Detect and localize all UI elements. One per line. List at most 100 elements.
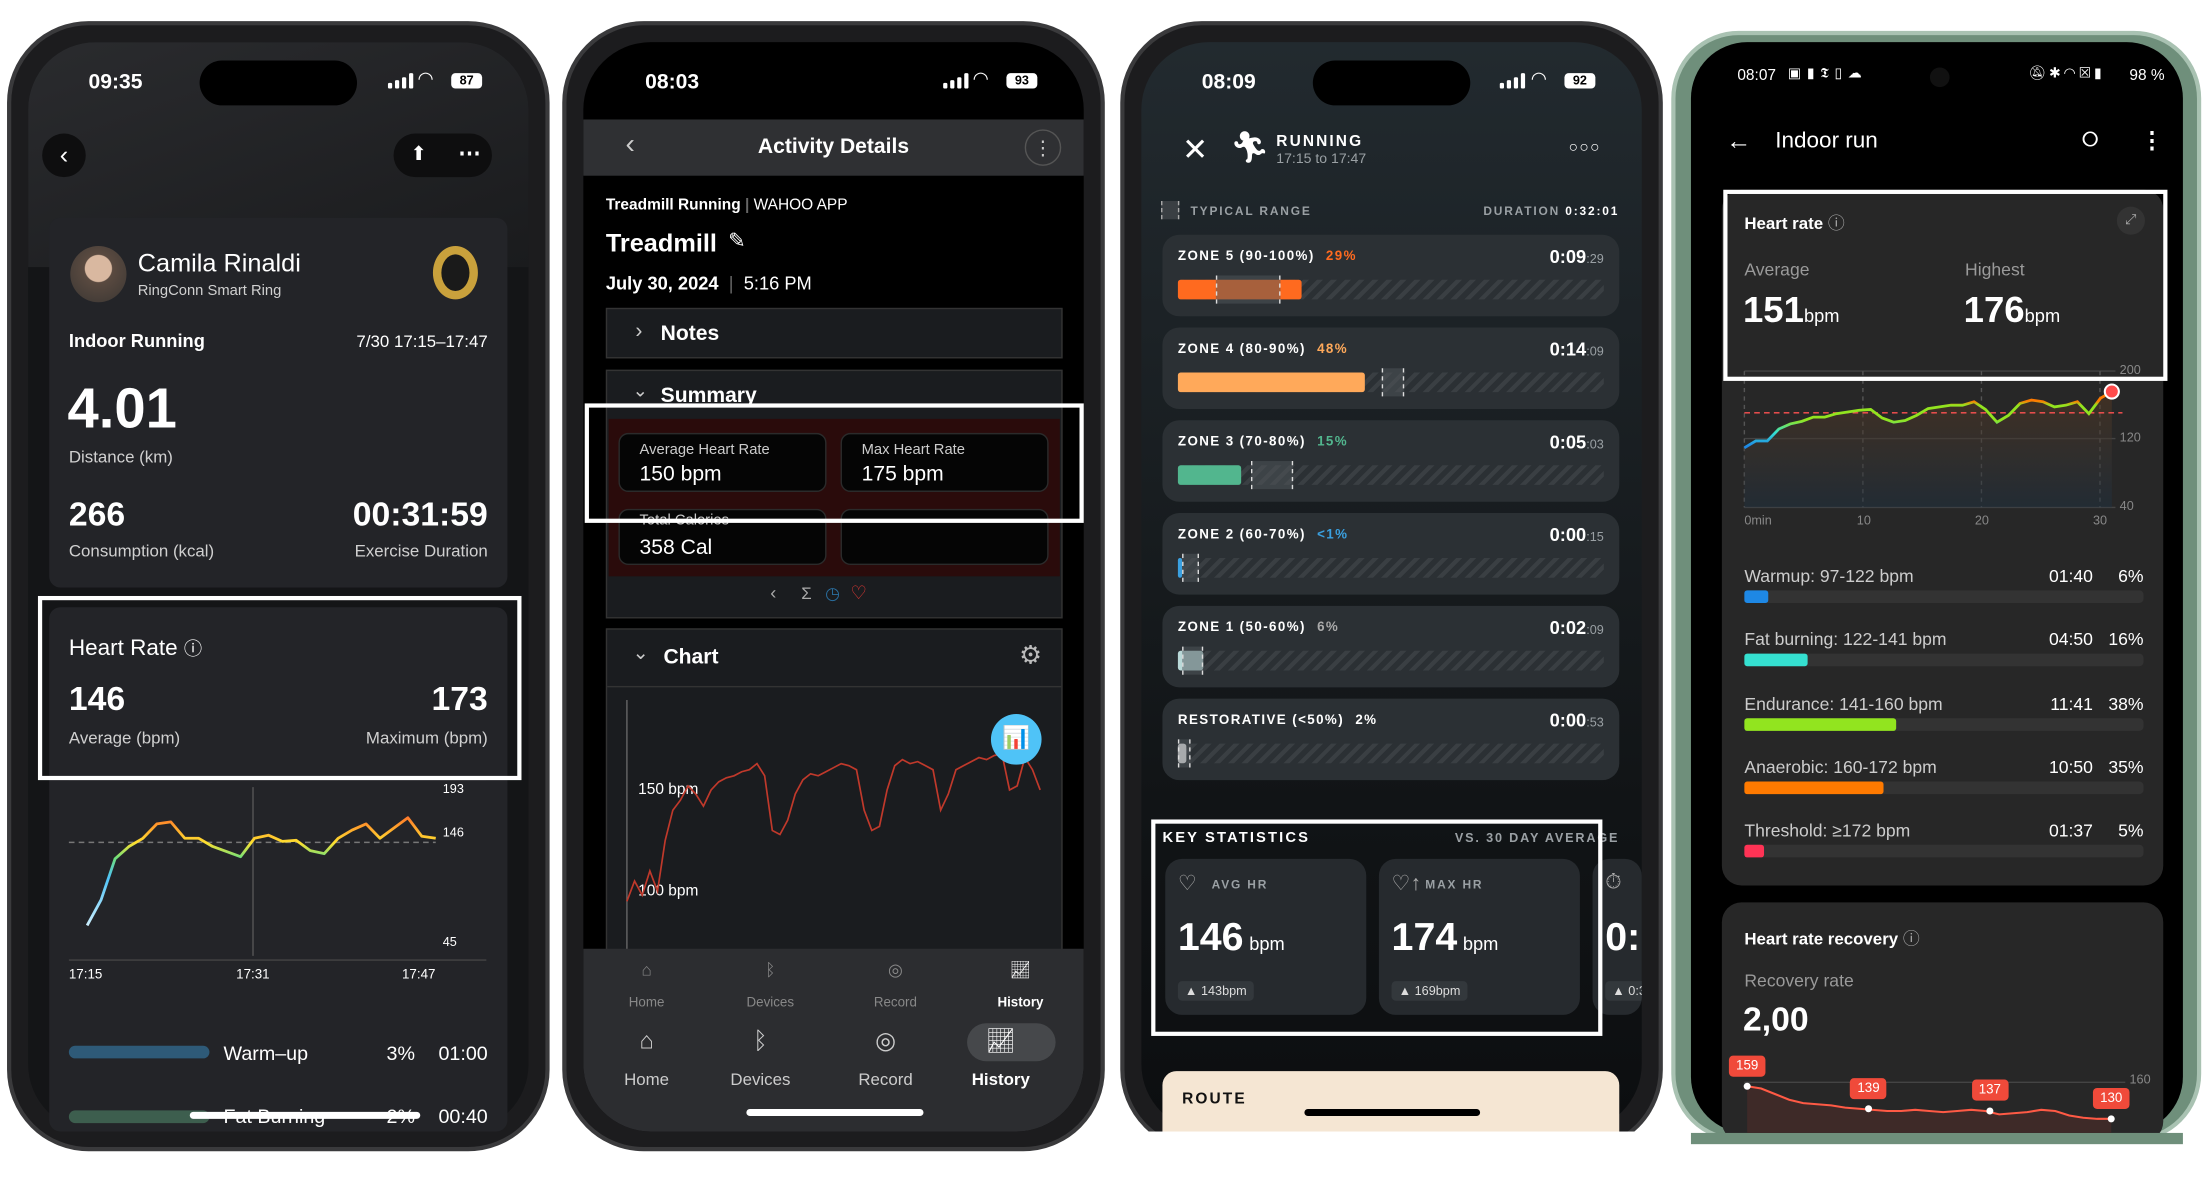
- nav-devices-label[interactable]: Devices: [730, 1069, 791, 1090]
- signal-icon: [387, 73, 414, 89]
- recovery-rate-label: Recovery rate: [1744, 971, 1854, 991]
- divider: [607, 685, 1062, 688]
- nav-history-label[interactable]: History: [971, 1069, 1030, 1090]
- zone-card[interactable]: ZONE 1 (50-60%) 6% 0:02:09: [1162, 605, 1620, 688]
- bluetooth-icon[interactable]: ᛒ: [765, 960, 776, 980]
- summary-section: ⌄ Summary ‹ Σ ◷ ♡: [605, 369, 1063, 619]
- zone-time: 10:50: [2048, 757, 2093, 778]
- summary-tile-max-hr: Max Heart Rate 175 bpm: [840, 432, 1049, 492]
- share-icon[interactable]: ⭘: [2081, 127, 2099, 152]
- zone-bar: [1177, 368, 1604, 397]
- avatar: [70, 245, 127, 303]
- zone-bar: [1744, 590, 2144, 604]
- expand-icon[interactable]: ⤢: [2116, 206, 2145, 235]
- back-arrow-icon[interactable]: ←: [1726, 126, 1752, 155]
- back-chevron-icon[interactable]: ‹: [625, 129, 635, 161]
- activity-meta: Treadmill Running | WAHOO APP: [605, 196, 848, 214]
- heart-rate-title: Heart Rate ⓘ: [69, 634, 202, 662]
- more-vertical-icon[interactable]: ⋮: [1024, 129, 1062, 166]
- distance-value: 4.01: [67, 378, 177, 440]
- stat-number: 174: [1391, 915, 1458, 959]
- stat-value: 174 bpm: [1392, 915, 1499, 960]
- zone-row: Threshold: ≥172 bpm 01:37 5%: [1744, 821, 2144, 863]
- zone-label: ZONE 5 (90-100%) 29%: [1178, 249, 1357, 264]
- info-icon[interactable]: ⓘ: [183, 638, 203, 660]
- chevron-left-icon[interactable]: ‹: [770, 581, 777, 604]
- zone-name: RESTORATIVE (<50%): [1177, 712, 1345, 729]
- zone-label: ZONE 3 (70-80%) 15%: [1178, 434, 1348, 449]
- chart-icon[interactable]: 📈︎: [1009, 960, 1032, 980]
- ring-image: [432, 245, 478, 300]
- notes-section[interactable]: › Notes: [605, 307, 1063, 359]
- back-button[interactable]: ‹: [42, 133, 86, 178]
- more-icon[interactable]: ⋯: [458, 141, 481, 166]
- bluetooth-icon[interactable]: ᛒ: [753, 1027, 768, 1055]
- chart-icon[interactable]: 📈︎: [985, 1027, 1016, 1055]
- nav-home-label[interactable]: Home: [628, 995, 665, 1011]
- zone-time-seconds: :09: [1586, 622, 1604, 637]
- clock-icon[interactable]: ◷: [825, 583, 840, 604]
- zone-card[interactable]: ZONE 2 (60-70%) <1% 0:00:15: [1162, 513, 1620, 595]
- share-icon[interactable]: ⬆: [410, 141, 427, 165]
- nav-record-label[interactable]: Record: [873, 995, 917, 1011]
- more-icon[interactable]: ○○○: [1568, 139, 1601, 157]
- heart-icon: ♡: [1177, 871, 1197, 896]
- zone-fill: [1177, 372, 1366, 393]
- chevron-down-icon[interactable]: ⌄: [632, 379, 648, 401]
- nav-history-label[interactable]: History: [997, 995, 1044, 1011]
- dynamic-island: [754, 60, 913, 106]
- zone-time-seconds: :09: [1586, 344, 1604, 359]
- gear-icon[interactable]: ⚙: [1019, 640, 1042, 670]
- home-icon[interactable]: ⌂: [641, 960, 652, 980]
- stat-card[interactable]: ♡ AVG HR 146 bpm ▲ 143bpm: [1165, 858, 1367, 1015]
- calories-label: Consumption (kcal): [68, 541, 215, 561]
- y-label: 146: [442, 825, 464, 840]
- add-chart-fab[interactable]: 📊: [990, 714, 1042, 765]
- home-icon[interactable]: ⌂: [639, 1027, 654, 1055]
- battery-percent: 98 %: [2129, 67, 2165, 85]
- home-indicator: [746, 1109, 924, 1117]
- edit-pencil-icon[interactable]: ✎: [728, 229, 746, 254]
- zone-card[interactable]: ZONE 3 (70-80%) 15% 0:05:03: [1162, 420, 1620, 502]
- stat-card[interactable]: ♡↑ MAX HR 174 bpm ▲ 169bpm: [1378, 858, 1580, 1015]
- record-icon[interactable]: ◎: [875, 1027, 896, 1055]
- duration-label: Exercise Duration: [354, 541, 488, 561]
- info-icon[interactable]: ⓘ: [1827, 213, 1845, 234]
- dynamic-island: [199, 60, 358, 106]
- zone-bar-warmup: [68, 1045, 210, 1059]
- nav-home-label[interactable]: Home: [624, 1069, 670, 1090]
- zone-card[interactable]: ZONE 4 (80-90%) 48% 0:14:09: [1162, 327, 1620, 410]
- zone-percent: 6%: [1317, 619, 1340, 636]
- close-icon[interactable]: ✕: [1182, 132, 1209, 168]
- heart-icon[interactable]: ♡: [850, 581, 867, 604]
- y-label: 150 bpm: [638, 781, 699, 799]
- typical-range-marker: [1182, 646, 1204, 675]
- mask: [1690, 1132, 2183, 1145]
- divider: [68, 778, 487, 781]
- typical-range-marker: [1216, 275, 1281, 304]
- zone-percent: 16%: [2108, 630, 2144, 650]
- x-label: 17:47: [402, 967, 436, 983]
- more-vertical-icon[interactable]: ⋮: [2140, 129, 2164, 154]
- info-icon[interactable]: ⓘ: [1902, 929, 1920, 949]
- actions-pill: ⬆ ⋯: [393, 133, 492, 178]
- zone-time-seconds: :15: [1586, 529, 1604, 544]
- zone-card[interactable]: ZONE 5 (90-100%) 29% 0:09:29: [1162, 234, 1620, 317]
- zone-percent: 48%: [1317, 341, 1349, 358]
- zone-bar-fat-burning: [68, 1110, 210, 1124]
- record-icon[interactable]: ◎: [887, 960, 903, 980]
- sigma-icon[interactable]: Σ: [801, 583, 812, 604]
- activity-date: July 30, 2024: [605, 272, 719, 294]
- zone-name: ZONE 4 (80-90%): [1177, 341, 1306, 358]
- zone-time: 0:00:53: [1550, 710, 1604, 731]
- x-label: 17:31: [236, 967, 270, 983]
- header-title: Activity Details: [757, 134, 910, 159]
- nav-record-label[interactable]: Record: [858, 1069, 913, 1090]
- zone-time: 00:40: [438, 1104, 488, 1128]
- wifi-icon: ◠: [1530, 67, 1547, 89]
- battery-indicator: 87: [451, 73, 483, 89]
- nav-devices-label[interactable]: Devices: [746, 995, 795, 1011]
- zone-card[interactable]: RESTORATIVE (<50%) 2% 0:00:53: [1162, 698, 1620, 781]
- chevron-down-icon[interactable]: ⌄: [632, 640, 650, 664]
- stat-card[interactable]: ⏱ 0: ▲ 0:3: [1592, 858, 1642, 1015]
